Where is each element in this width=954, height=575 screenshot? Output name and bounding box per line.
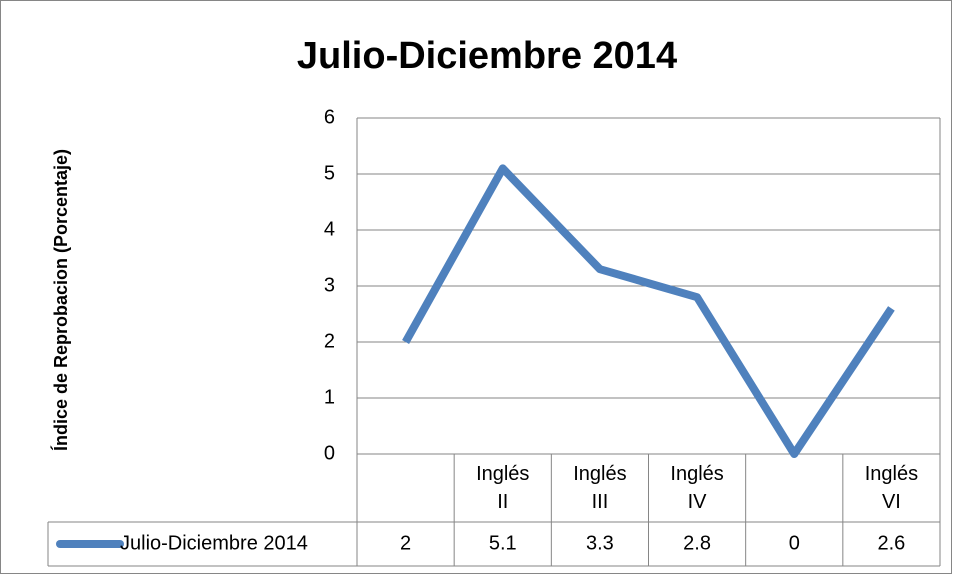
x-tick-label: Inglés IV xyxy=(670,463,723,513)
table-value: 5.1 xyxy=(489,532,517,554)
chart-title: Julio-Diciembre 2014 xyxy=(297,35,677,77)
x-tick-label-line: III xyxy=(592,491,609,513)
x-tick-label-line: IV xyxy=(688,491,708,513)
x-tick-label: Inglés II xyxy=(476,463,529,513)
table-value: 2.6 xyxy=(878,532,906,554)
y-tick-label: 6 xyxy=(324,106,335,128)
x-tick-label-line: Inglés xyxy=(476,463,529,485)
y-tick-label: 0 xyxy=(324,442,335,464)
x-tick-label-line: II xyxy=(497,491,508,513)
x-tick-label-line: Inglés xyxy=(865,463,918,485)
table-value: 2.8 xyxy=(683,532,711,554)
y-tick-label: 4 xyxy=(324,218,335,240)
table-value: 0 xyxy=(789,532,800,554)
y-tick-label: 2 xyxy=(324,330,335,352)
table-value: 2 xyxy=(400,532,411,554)
y-tick-label: 1 xyxy=(324,386,335,408)
x-tick-label-line: Inglés xyxy=(573,463,626,485)
x-tick-label: Inglés III xyxy=(573,463,626,513)
y-tick-label: 5 xyxy=(324,162,335,184)
y-axis-label: Índice de Reprobacion (Porcentaje) xyxy=(50,149,71,451)
y-tick-label: 3 xyxy=(324,274,335,296)
x-tick-label-line: Inglés xyxy=(670,463,723,485)
x-tick-label: Inglés VI xyxy=(865,463,918,513)
legend-label: Julio-Diciembre 2014 xyxy=(120,532,308,554)
x-tick-label-line: VI xyxy=(882,491,901,513)
series-line xyxy=(402,164,895,458)
table-value: 3.3 xyxy=(586,532,614,554)
